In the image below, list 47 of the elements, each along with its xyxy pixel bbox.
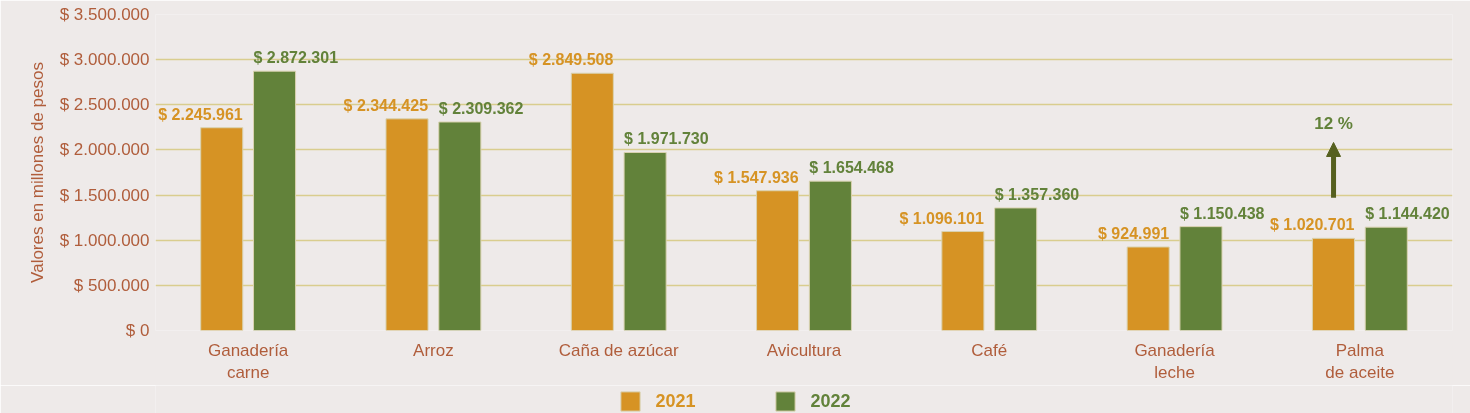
y-tick-label: $ 3.500.000: [59, 5, 150, 24]
bar: [808, 180, 852, 331]
x-tick-label: Café: [971, 340, 1008, 360]
bar: [438, 121, 482, 331]
bar: [385, 118, 429, 331]
bar: [1126, 246, 1170, 331]
bar: [200, 127, 244, 331]
data-label: $ 1.020.701: [1269, 216, 1355, 234]
bar: [994, 207, 1038, 331]
data-label: $ 2.245.961: [158, 105, 243, 123]
bar: [1179, 226, 1223, 331]
legend-label: 2021: [655, 389, 696, 413]
y-tick-label: $ 2.000.000: [59, 140, 150, 160]
annotation: 12 %: [1314, 114, 1353, 134]
data-label: $ 2.309.362: [438, 100, 524, 117]
bar: [1364, 226, 1408, 331]
y-tick-label: $ 2.500.000: [59, 95, 150, 115]
y-tick-label: $ 1.500.000: [59, 185, 150, 205]
x-tick-label: Arroz: [413, 340, 454, 360]
x-tick-label: Ganadería carne: [207, 340, 289, 383]
bar: [623, 151, 667, 331]
y-axis-title: Valores en millones de pesos: [27, 62, 47, 283]
data-label: $ 2.344.425: [343, 96, 429, 114]
bar: [570, 72, 614, 331]
data-label: $ 1.150.438: [1179, 204, 1265, 222]
bar: [756, 190, 800, 331]
y-tick-label: $ 3.000.000: [59, 50, 150, 70]
bar: [1311, 237, 1355, 331]
y-tick-label: $ 0: [125, 321, 150, 340]
data-label: $ 1.654.468: [809, 159, 894, 177]
data-label: $ 1.096.101: [899, 209, 985, 227]
bar: [941, 231, 985, 331]
bar: [253, 70, 297, 331]
data-label: $ 1.547.936: [714, 168, 799, 186]
data-label: $ 1.144.420: [1365, 205, 1450, 223]
x-tick-label: Caña de azúcar: [558, 340, 680, 360]
legend-label: 2022: [810, 389, 851, 413]
data-label: $ 1.971.730: [624, 130, 709, 148]
y-tick-label: $ 1.000.000: [59, 230, 150, 250]
x-tick-label: Ganadería leche: [1134, 340, 1216, 383]
data-label: $ 2.872.301: [253, 49, 339, 67]
data-label: $ 2.849.508: [528, 51, 614, 69]
x-tick-label: Palma de aceite: [1325, 340, 1395, 383]
data-label: $ 924.991: [1098, 224, 1170, 242]
y-tick-label: $ 500.000: [73, 275, 150, 295]
data-label: $ 1.357.360: [994, 185, 1080, 203]
x-tick-label: Avicultura: [766, 340, 842, 360]
